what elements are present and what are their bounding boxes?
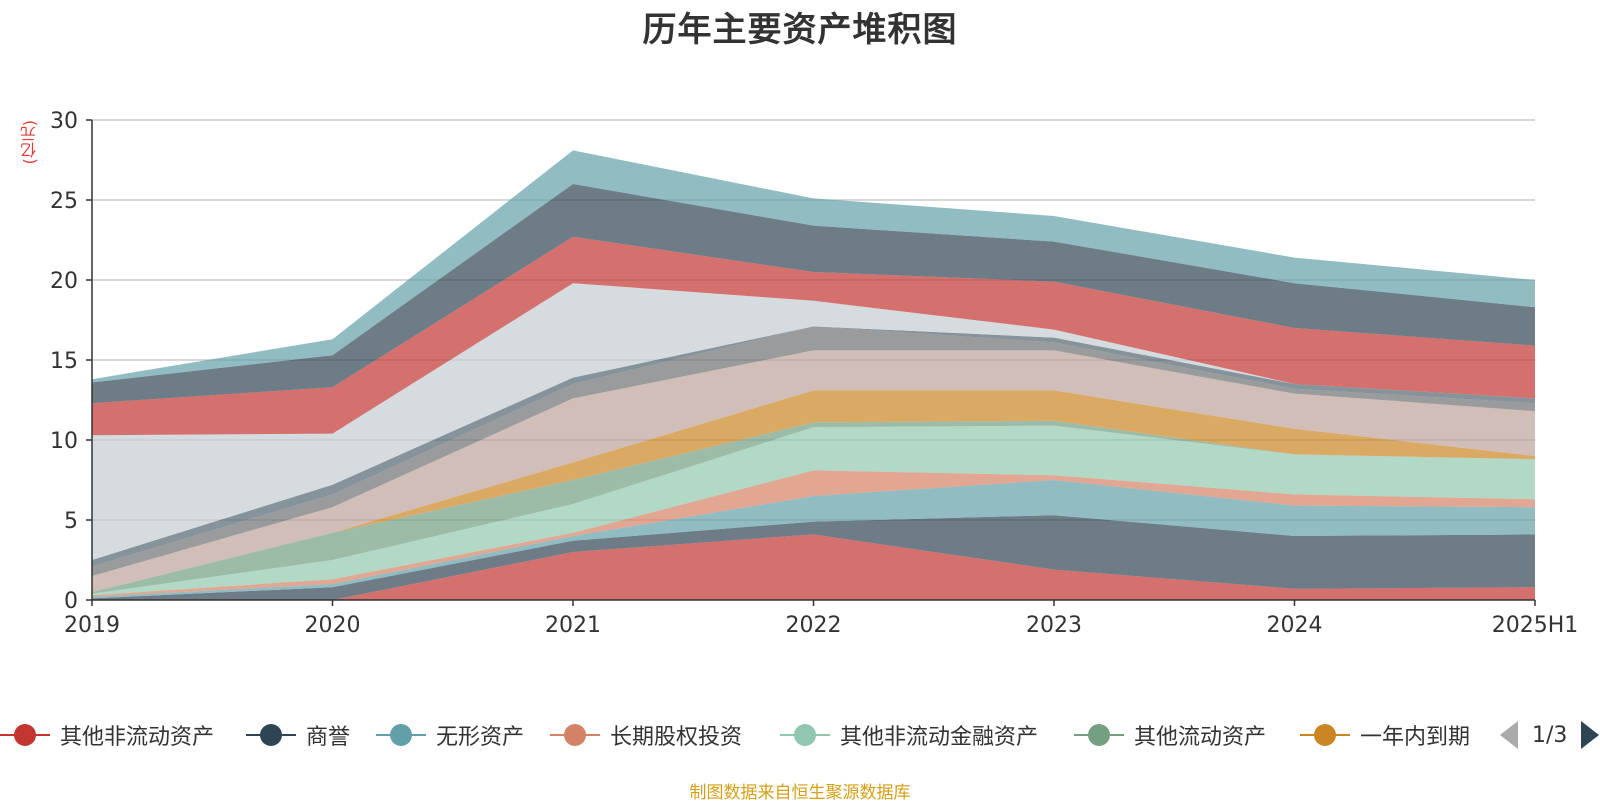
legend-prev-page-icon[interactable]: [1500, 721, 1518, 749]
legend-pager: 1/3: [1500, 718, 1600, 752]
y-tick-label: 20: [50, 269, 78, 294]
legend-label: 其他非流动资产: [60, 725, 215, 750]
x-tick-label: 2019: [64, 613, 120, 638]
legend-swatch-icon: [1074, 718, 1124, 752]
stacked-area-chart: 0 5 10 15 20 25 30 2019 2020 2021 2022 2023 2024 2025…: [50, 109, 1578, 638]
legend-item[interactable]: 无形资产: [376, 718, 524, 752]
area-series-3: [92, 470, 1535, 597]
axes: 0 5 10 15 20 25 30 2019 2020 2021 2022 2023 2024 2025…: [50, 109, 1578, 638]
legend-label: 商誉: [306, 725, 351, 750]
legend-swatch-icon: [376, 718, 426, 752]
x-tick-label: 2022: [786, 613, 842, 638]
area-series-4: [92, 425, 1535, 596]
area-series-0: [92, 534, 1535, 600]
legend-swatch-icon: [550, 718, 600, 752]
legend-label: 一年内到期: [1360, 725, 1471, 750]
area-series-2: [92, 480, 1535, 599]
legend-swatch-icon: [780, 718, 830, 752]
x-tick-label: 2025H1: [1492, 613, 1579, 638]
area-series-13: [92, 150, 1535, 383]
legend-label: 无形资产: [436, 725, 525, 750]
x-tick-label: 2021: [545, 613, 601, 638]
legend-page-indicator: 1/3: [1532, 722, 1568, 748]
y-tick-label: 30: [50, 109, 78, 134]
legend-item[interactable]: 商誉: [246, 718, 350, 752]
legend-item[interactable]: 其他流动资产: [1074, 718, 1266, 752]
area-series-10: [92, 283, 1535, 560]
chart-title: 历年主要资产堆积图: [642, 10, 958, 50]
y-tick-label: 10: [50, 429, 78, 454]
area-series: [92, 150, 1535, 600]
area-series-12: [92, 184, 1535, 404]
legend-item[interactable]: 其他非流动金融资产: [780, 718, 1038, 752]
legend-next-page-icon[interactable]: [1581, 721, 1600, 749]
x-tick-label: 2023: [1026, 613, 1082, 638]
legend-item[interactable]: 其他非流动资产: [0, 718, 214, 752]
x-tick-label: 2024: [1267, 613, 1323, 638]
legend-swatch-icon: [1300, 718, 1350, 752]
area-series-11: [92, 236, 1535, 436]
y-tick-label: 5: [64, 509, 78, 534]
legend-item[interactable]: 一年内到期: [1300, 718, 1470, 752]
y-tick-label: 25: [50, 189, 78, 214]
area-series-1: [92, 515, 1535, 600]
data-source-note: 制图数据来自恒生聚源数据库: [689, 783, 911, 803]
legend-item[interactable]: 长期股权投资: [550, 718, 742, 752]
legend-swatch-icon: [0, 718, 50, 752]
legend-label: 长期股权投资: [610, 725, 743, 750]
x-tick-label: 2020: [305, 613, 361, 638]
y-tick-label: 15: [50, 349, 78, 374]
y-tick-label: 0: [64, 589, 78, 614]
legend-label: 其他非流动金融资产: [840, 725, 1039, 750]
legend: 其他非流动资产 商誉 无形资产 长期股权投资 其他非流动金融资产 其他流动资产 一年内到期: [0, 718, 1600, 752]
legend-swatch-icon: [246, 718, 296, 752]
legend-label: 其他流动资产: [1134, 725, 1267, 750]
